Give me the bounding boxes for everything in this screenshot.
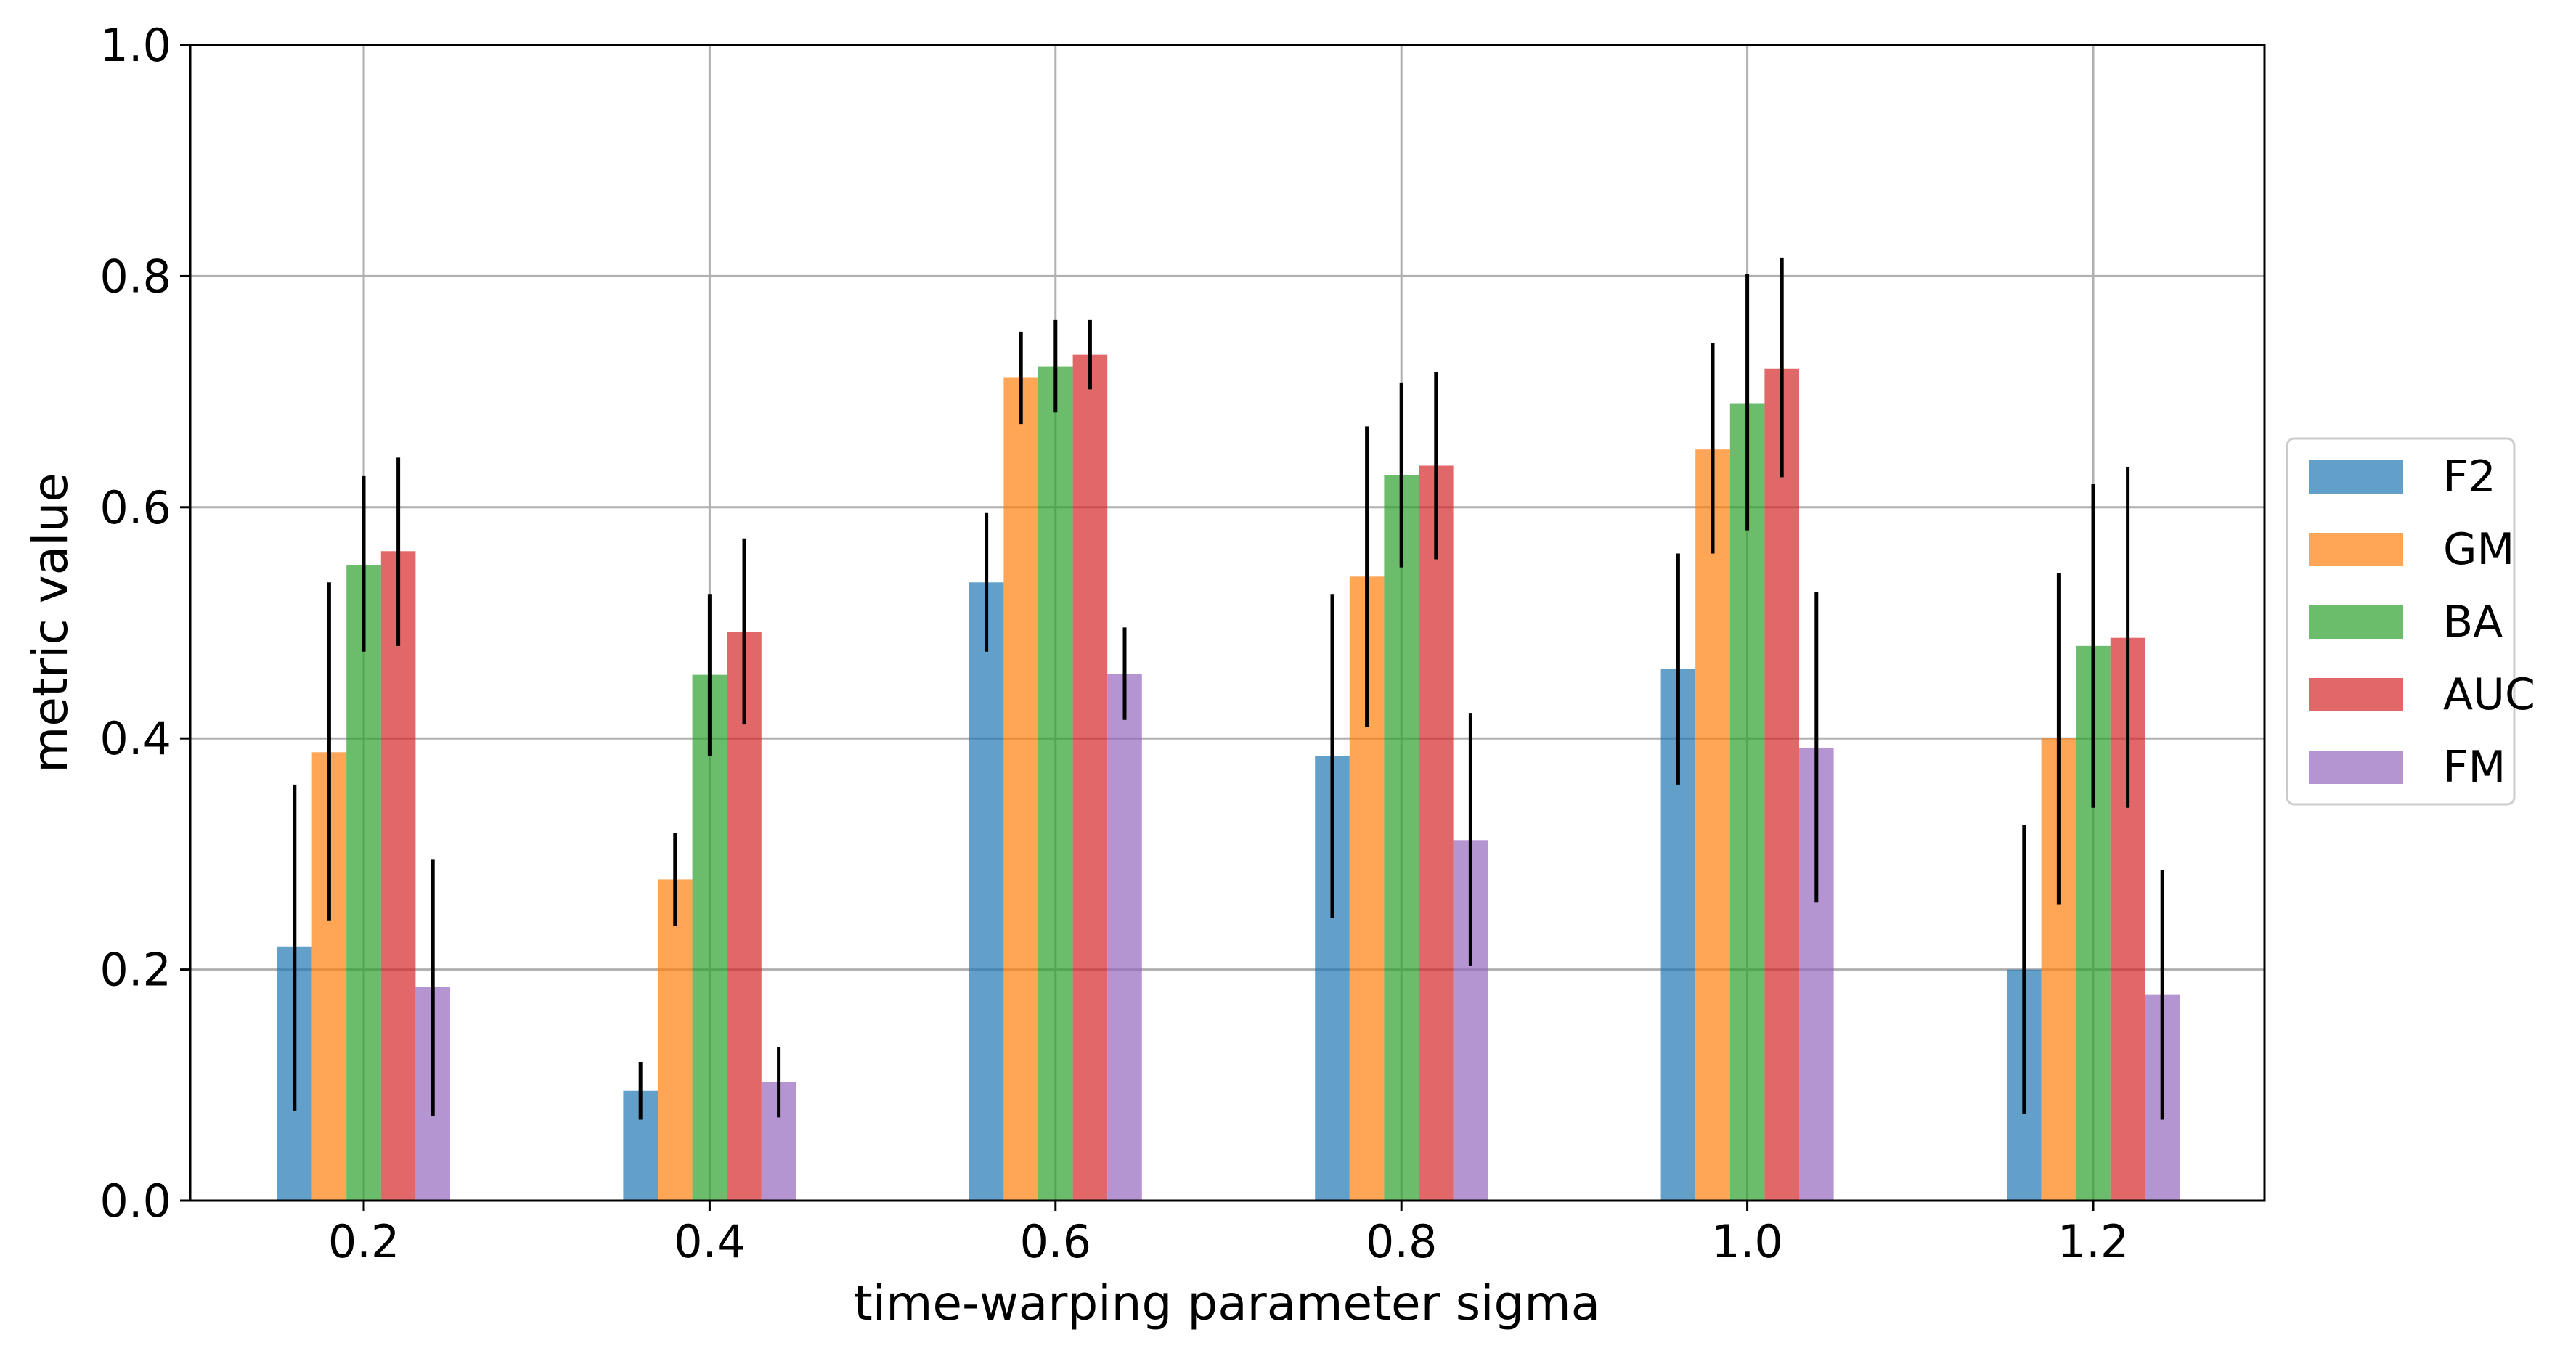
y-tick-label: 1.0	[99, 19, 171, 72]
legend-label-ba: BA	[2443, 597, 2503, 648]
x-tick-label: 1.0	[1711, 1215, 1783, 1268]
legend-label-fm: FM	[2443, 742, 2506, 793]
bar-ba-0.2	[346, 565, 381, 1201]
grid-lines	[190, 44, 2265, 1202]
legend-swatch-ba	[2309, 605, 2403, 639]
x-tick-label: 0.2	[328, 1215, 400, 1268]
legend: F2 GM BA AUC FM	[2286, 437, 2535, 806]
x-tick-label: 0.6	[1019, 1215, 1091, 1268]
x-tick-label: 1.2	[2058, 1215, 2129, 1268]
y-tick-label: 0.0	[99, 1175, 171, 1228]
x-tick-label: 0.4	[674, 1215, 746, 1268]
error-bars-group	[293, 257, 2164, 1120]
legend-swatch-fm	[2309, 751, 2403, 784]
bar-auc-1.0	[1764, 368, 1799, 1201]
plot-frame	[189, 44, 2266, 1202]
bar-ba-0.4	[692, 674, 727, 1201]
bar-ba-0.8	[1384, 475, 1419, 1201]
y-axis-label: metric value	[23, 473, 78, 773]
legend-label-auc: AUC	[2443, 669, 2535, 720]
y-tick-label: 0.2	[99, 944, 171, 997]
bar-ba-0.6	[1038, 366, 1073, 1201]
legend-label-f2: F2	[2443, 452, 2496, 502]
y-tick-label: 0.6	[99, 481, 171, 534]
bar-ba-1.0	[1729, 403, 1765, 1201]
legend-swatch-auc	[2309, 678, 2403, 711]
bars-group	[277, 354, 2180, 1201]
legend-label-gm: GM	[2443, 524, 2514, 575]
bar-auc-0.6	[1072, 354, 1108, 1201]
bar-auc-0.8	[1419, 465, 1454, 1201]
x-axis-ticks: 0.2 0.4 0.6 0.8 1.0 1.2	[328, 1201, 2129, 1268]
y-tick-label: 0.8	[99, 250, 171, 303]
x-axis-label: time-warping parameter sigma	[854, 1275, 1600, 1331]
bar-f2-0.6	[969, 582, 1004, 1201]
bar-gm-1.0	[1695, 449, 1730, 1201]
legend-swatch-gm	[2309, 533, 2403, 566]
bar-gm-0.4	[658, 879, 693, 1201]
x-tick-label: 0.8	[1366, 1215, 1438, 1268]
y-axis-ticks: 0.0 0.2 0.4 0.6 0.8 1.0	[99, 19, 190, 1228]
bar-auc-0.4	[727, 632, 762, 1201]
bar-gm-0.6	[1003, 377, 1038, 1201]
y-tick-label: 0.4	[99, 712, 171, 765]
legend-swatch-f2	[2309, 460, 2403, 494]
bar-fm-0.6	[1107, 674, 1142, 1201]
bar-auc-0.2	[380, 551, 416, 1201]
